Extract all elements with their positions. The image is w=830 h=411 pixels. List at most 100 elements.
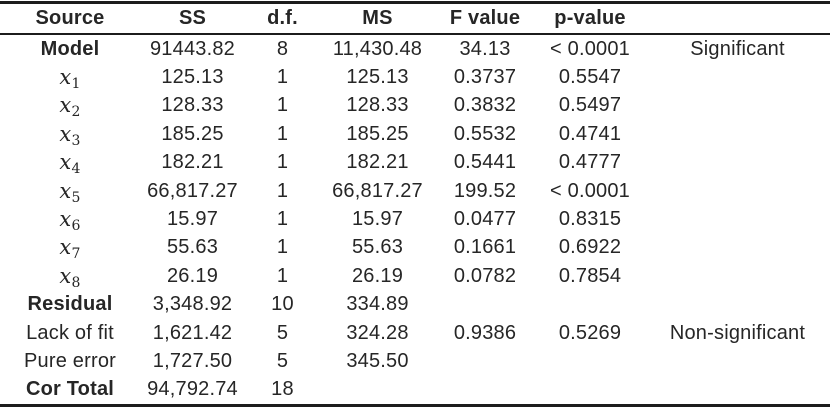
row-label: x7 (0, 234, 140, 262)
ms-value: 345.50 (346, 349, 409, 372)
df-value: 1 (276, 151, 289, 174)
df-value: 1 (276, 66, 289, 89)
row-label: x6 (0, 205, 140, 233)
table-row-x3: x3 185.25 1 185.25 0.5532 0.4741 (0, 120, 830, 148)
f-value (435, 291, 535, 319)
variable-x1: x1 (59, 65, 81, 93)
ms-value: 182.21 (346, 151, 409, 174)
p-value (535, 347, 645, 375)
table-row-x7: x7 55.63 1 55.63 0.1661 0.6922 (0, 234, 830, 262)
p-value: 0.6922 (558, 236, 622, 259)
column-header-ss: SS (140, 2, 245, 35)
ss-value: 26.19 (166, 264, 219, 287)
variable-subscript: 4 (71, 161, 81, 178)
variable-base: x (59, 65, 72, 90)
f-value: 0.0782 (453, 264, 517, 287)
f-value: 0.5532 (453, 122, 517, 145)
f-value (435, 347, 535, 375)
ss-value: 15.97 (166, 208, 219, 231)
variable-base: x (59, 235, 72, 260)
p-value: 0.5547 (558, 66, 622, 89)
table-row-x2: x2 128.33 1 128.33 0.3832 0.5497 (0, 92, 830, 120)
variable-x4: x4 (59, 150, 81, 178)
variable-subscript: 6 (71, 218, 81, 235)
row-label: Lack of fit (26, 321, 114, 344)
f-value: 0.9386 (453, 321, 517, 344)
column-header-ms: MS (320, 2, 435, 35)
variable-x8: x8 (59, 264, 81, 291)
ss-value: 55.63 (166, 236, 219, 259)
f-value: 0.3737 (453, 66, 517, 89)
p-value: 0.7854 (558, 264, 622, 287)
ss-value: 182.21 (161, 151, 224, 174)
variable-x5: x5 (59, 179, 81, 206)
table-row-cor-total: Cor Total 94,792.74 18 (0, 376, 830, 406)
ms-value: 66,817.27 (332, 179, 423, 202)
row-label: Pure error (23, 349, 117, 372)
significance-note (645, 120, 830, 148)
df-value: 1 (276, 94, 289, 117)
ss-value: 1,727.50 (152, 349, 233, 372)
significance-note (645, 234, 830, 262)
significance-note (645, 262, 830, 290)
significance-note (645, 291, 830, 319)
significance-note (645, 376, 830, 406)
row-label: x2 (0, 92, 140, 120)
row-label: Cor Total (25, 378, 115, 401)
p-value: < 0.0001 (549, 37, 630, 60)
ms-value: 55.63 (351, 236, 404, 259)
ss-value: 125.13 (161, 66, 224, 89)
variable-base: x (59, 207, 72, 232)
variable-base: x (59, 93, 72, 118)
table-row-lack-of-fit: Lack of fit 1,621.42 5 324.28 0.9386 0.5… (0, 319, 830, 347)
df-value: 1 (276, 208, 289, 231)
significance-note: Non-significant (669, 321, 806, 344)
ss-value: 1,621.42 (152, 321, 233, 344)
f-value (435, 376, 535, 406)
significance-note (645, 63, 830, 91)
row-label: x1 (0, 63, 140, 91)
ss-value: 91443.82 (149, 37, 236, 60)
column-header-df: d.f. (245, 2, 320, 35)
variable-x6: x6 (59, 207, 81, 235)
f-value: 0.1661 (453, 236, 517, 259)
ss-value: 94,792.74 (147, 378, 238, 401)
variable-base: x (59, 150, 72, 175)
f-value: 0.0477 (453, 208, 517, 231)
table-row-x4: x4 182.21 1 182.21 0.5441 0.4777 (0, 149, 830, 177)
variable-subscript: 7 (71, 246, 81, 263)
row-label: x5 (0, 177, 140, 205)
f-value: 199.52 (453, 179, 517, 202)
row-label: x8 (0, 262, 140, 290)
ms-value (320, 376, 435, 406)
variable-subscript: 5 (71, 189, 81, 206)
table-row-pure-error: Pure error 1,727.50 5 345.50 (0, 347, 830, 375)
variable-subscript: 1 (71, 76, 81, 93)
row-label: x4 (0, 149, 140, 177)
p-value: 0.5269 (558, 321, 622, 344)
ss-value: 66,817.27 (147, 179, 238, 202)
ss-value: 185.25 (161, 122, 224, 145)
ss-value: 3,348.92 (152, 293, 233, 316)
header-row: Source SS d.f. MS F value p-value (0, 2, 830, 35)
table-row-x1: x1 125.13 1 125.13 0.3737 0.5547 (0, 63, 830, 91)
df-value: 5 (276, 349, 289, 372)
p-value: 0.4741 (558, 122, 622, 145)
column-header-p-value: p-value (535, 2, 645, 35)
variable-subscript: 2 (71, 104, 81, 121)
df-value: 1 (276, 236, 289, 259)
df-value: 1 (276, 179, 289, 202)
table-row-model: Model 91443.82 8 11,430.48 34.13 < 0.000… (0, 34, 830, 63)
row-label: x3 (0, 120, 140, 148)
column-header-note (645, 2, 830, 35)
ms-value: 26.19 (351, 264, 404, 287)
ms-value: 324.28 (346, 321, 409, 344)
p-value: 0.5497 (558, 94, 622, 117)
variable-base: x (59, 121, 72, 146)
variable-subscript: 8 (71, 274, 81, 291)
df-value: 8 (276, 37, 289, 60)
column-header-source: Source (0, 2, 140, 35)
p-value (535, 291, 645, 319)
variable-subscript: 3 (71, 132, 81, 149)
